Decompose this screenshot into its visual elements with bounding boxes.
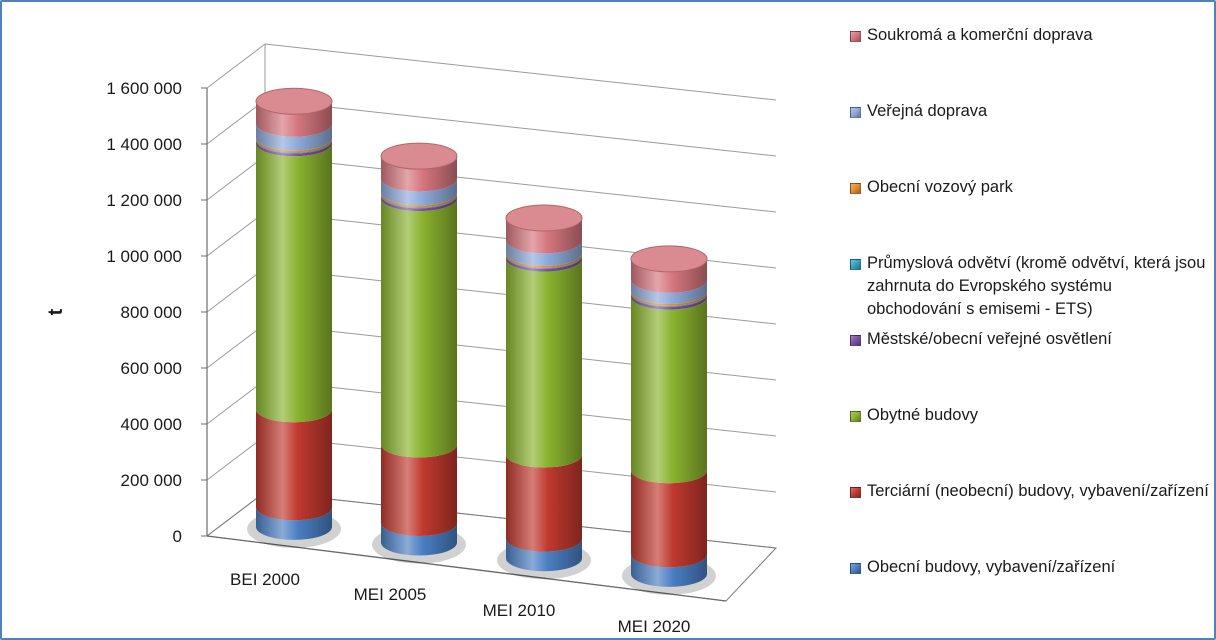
legend-swatch — [850, 107, 861, 118]
bar-segment — [381, 522, 457, 556]
bar-segment — [631, 258, 707, 293]
x-tick-label: MEI 2005 — [354, 585, 427, 604]
bar-segment — [506, 255, 582, 272]
y-tick-label: 1 200 000 — [106, 191, 182, 210]
legend-item: Městské/obecní veřejné osvětlení — [848, 328, 1210, 351]
legend-label: Veřejná doprava — [867, 102, 988, 120]
side-gridline — [206, 43, 266, 89]
bar-segment — [506, 538, 582, 572]
bar-top-cap — [380, 142, 458, 170]
gridline — [264, 43, 777, 101]
bar-stack — [497, 204, 591, 580]
legend-item: Průmyslová odvětví (kromě odvětví, která… — [848, 252, 1210, 321]
bar-segment — [381, 156, 457, 192]
y-tick-label: 200 000 — [121, 471, 182, 490]
legend: Soukromá a komerční doprava Veřejná dopra… — [848, 24, 1210, 584]
legend-item: Obecní vozový park — [848, 176, 1210, 199]
legend-swatch — [850, 183, 861, 194]
bar-segment — [506, 454, 582, 552]
gridline — [264, 155, 777, 213]
bar-segment — [256, 140, 332, 157]
side-gridline — [206, 155, 266, 201]
legend-item: Soukromá a komerční doprava — [848, 24, 1210, 47]
legend-swatch — [850, 563, 861, 574]
legend-label: Městské/obecní veřejné osvětlení — [867, 330, 1112, 348]
bar-segment — [506, 218, 582, 254]
bar-stack — [372, 142, 466, 564]
legend-item: Obytné budovy — [848, 404, 1210, 427]
side-gridline — [206, 323, 266, 369]
x-tick-label: MEI 2010 — [483, 601, 556, 620]
side-gridline — [206, 379, 266, 425]
y-tick-label: 1 000 000 — [106, 247, 182, 266]
legend-item: Terciární (neobecní) budovy, vybavení/za… — [848, 480, 1210, 503]
y-tick-label: 400 000 — [121, 415, 182, 434]
legend-item: Veřejná doprava — [848, 100, 1210, 123]
bar-segment — [381, 195, 457, 212]
legend-swatch — [850, 487, 861, 498]
x-tick-label: MEI 2020 — [618, 617, 691, 636]
legend-label: Obecní budovy, vybavení/zařízení — [867, 558, 1116, 576]
bar-segment — [631, 470, 707, 568]
bar-segment — [256, 101, 332, 137]
bar-segment — [256, 409, 332, 521]
bar-segment — [631, 279, 707, 305]
bar-stack — [247, 87, 341, 548]
side-gridline — [206, 211, 266, 257]
legend-label: Terciární (neobecní) budovy, vybavení/za… — [867, 482, 1209, 500]
y-tick-label: 0 — [173, 527, 182, 546]
legend-label: Soukromá a komerční doprava — [867, 26, 1093, 44]
bar-top-cap — [630, 245, 708, 273]
bar-segment — [506, 258, 582, 468]
bar-segment — [256, 143, 332, 423]
bar-segment — [631, 296, 707, 484]
bar-segment — [381, 178, 457, 206]
bar-segment — [381, 444, 457, 536]
side-gridline — [206, 267, 266, 313]
bar-segment — [506, 240, 582, 267]
legend-swatch — [850, 259, 861, 270]
legend-label: Průmyslová odvětví (kromě odvětví, která… — [867, 254, 1206, 318]
side-gridline — [206, 99, 266, 145]
legend-item: Obecní budovy, vybavení/zařízení — [848, 556, 1210, 579]
x-axis — [206, 535, 727, 602]
y-tick-label: 1 600 000 — [106, 79, 182, 98]
bar-stack — [622, 245, 716, 595]
legend-swatch — [850, 335, 861, 346]
bar-segment — [256, 123, 332, 151]
bar-segment — [256, 507, 332, 540]
bar-top-cap — [255, 87, 333, 115]
legend-label: Obecní vozový park — [867, 178, 1013, 196]
bar-top-cap — [505, 204, 583, 232]
gridline — [264, 99, 777, 157]
side-gridline — [206, 435, 266, 481]
y-axis-label: t — [45, 308, 67, 315]
y-tick-label: 800 000 — [121, 303, 182, 322]
legend-swatch — [850, 31, 861, 42]
x-tick-label: BEI 2000 — [230, 570, 300, 589]
legend-label: Obytné budovy — [867, 406, 978, 424]
y-tick-label: 600 000 — [121, 359, 182, 378]
bar-segment — [631, 554, 707, 587]
bar-segment — [381, 198, 457, 458]
legend-swatch — [850, 411, 861, 422]
y-tick-label: 1 400 000 — [106, 135, 182, 154]
bar-segment — [631, 293, 707, 310]
